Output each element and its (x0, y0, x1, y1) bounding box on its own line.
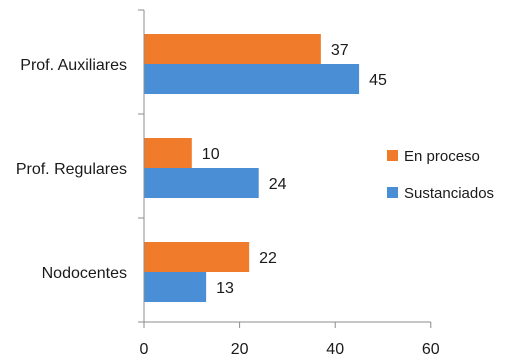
x-tick-label-1: 20 (231, 341, 249, 358)
bar-en-proceso-2 (144, 242, 250, 272)
legend-swatch-en-proceso (387, 150, 398, 161)
bar-sustanciados-0 (144, 64, 360, 94)
legend-label-sustanciados: Sustanciados (404, 185, 494, 202)
category-label-0: Prof. Auxiliares (20, 57, 127, 74)
bar-sustanciados-2 (144, 272, 207, 302)
axes-group (138, 9, 432, 328)
bar-en-proceso-0 (144, 34, 321, 64)
value-label-sustanciados-1: 24 (269, 176, 287, 193)
value-labels: 37 45 10 24 22 13 (202, 42, 387, 297)
legend-label-en-proceso: En proceso (404, 148, 480, 165)
x-tick-label-3: 60 (422, 341, 440, 358)
category-label-2: Nodocentes (42, 265, 127, 282)
value-label-en-proceso-2: 22 (259, 250, 277, 267)
x-tick-label-2: 40 (326, 341, 344, 358)
tick-labels: 0 20 40 60 (140, 341, 440, 358)
value-label-en-proceso-0: 37 (331, 42, 349, 59)
bar-en-proceso-1 (144, 138, 192, 168)
value-label-en-proceso-1: 10 (202, 146, 220, 163)
legend-swatch-sustanciados (387, 187, 398, 198)
category-label-1: Prof. Regulares (16, 161, 127, 178)
x-tick-label-0: 0 (140, 341, 149, 358)
category-labels: Prof. Auxiliares Prof. Regulares Nodocente… (16, 57, 127, 282)
bar-sustanciados-1 (144, 168, 259, 198)
legend: En proceso Sustanciados (387, 148, 494, 202)
value-label-sustanciados-2: 13 (216, 280, 234, 297)
bars-group (144, 34, 360, 302)
value-label-sustanciados-0: 45 (369, 72, 387, 89)
